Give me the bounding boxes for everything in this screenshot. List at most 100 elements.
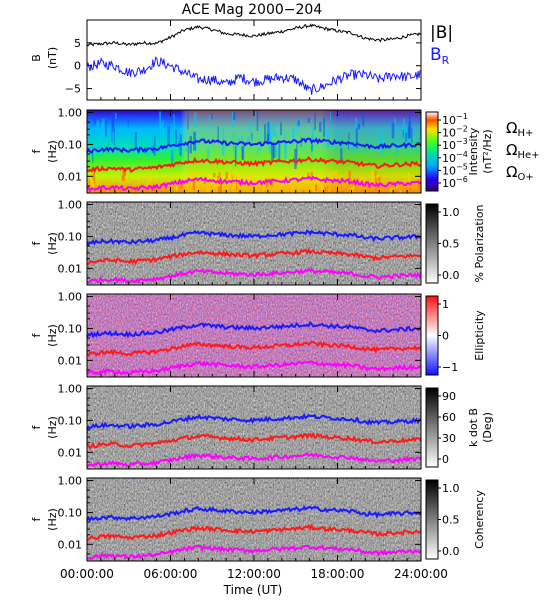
colorbar-tick-label: 1 bbox=[442, 298, 449, 311]
panel-kdotb-image bbox=[87, 386, 421, 469]
omega-o-sub: O+ bbox=[517, 172, 533, 183]
intensity-streak bbox=[274, 148, 278, 158]
intensity-streak bbox=[410, 127, 413, 143]
intensity-streak bbox=[153, 136, 156, 156]
intensity-speck bbox=[265, 179, 269, 187]
panel-ellipticity-image bbox=[87, 294, 421, 377]
colorbar-tick-label: 10−5 bbox=[442, 162, 468, 177]
chart-title: ACE Mag 2000−204 bbox=[182, 2, 323, 18]
gyrofrequency-labels: ΩH+ ΩHe+ ΩO+ bbox=[506, 119, 540, 183]
panel-ylabel-unit: (Hz) bbox=[46, 232, 59, 255]
intensity-speck bbox=[326, 186, 329, 193]
colorbar-tick-label: 0 bbox=[442, 330, 449, 343]
intensity-speck bbox=[219, 180, 223, 193]
intensity-streak bbox=[272, 123, 275, 137]
intensity-streak bbox=[246, 137, 250, 143]
colorbar-tick-label: 1.0 bbox=[442, 206, 460, 219]
intensity-streak bbox=[232, 111, 234, 128]
intensity-speck bbox=[232, 172, 234, 177]
intensity-speck bbox=[329, 171, 333, 179]
intensity-speck bbox=[256, 192, 259, 193]
intensity-speck bbox=[375, 171, 377, 184]
colorbar-kdotb bbox=[425, 387, 439, 468]
intensity-streak bbox=[284, 140, 287, 159]
intensity-streak bbox=[105, 121, 108, 137]
intensity-streak bbox=[173, 114, 175, 126]
panel-coherency: 1.00 0.10 0.01 f (Hz) 1.0 0.5 0.0 Coherency bbox=[30, 475, 486, 562]
intensity-speck bbox=[313, 185, 316, 193]
panel-polarization-image bbox=[87, 202, 421, 285]
intensity-streak bbox=[336, 113, 339, 119]
colorbar-tick-label: 0.5 bbox=[442, 514, 460, 527]
ytick-label: 0.01 bbox=[58, 538, 83, 551]
intensity-streak bbox=[217, 126, 219, 144]
intensity-streak bbox=[300, 119, 302, 124]
intensity-streak bbox=[312, 126, 314, 148]
intensity-streak bbox=[391, 123, 395, 139]
colorbar-title: Intensity bbox=[467, 127, 480, 175]
intensity-streak bbox=[96, 136, 100, 156]
gyro-line-hplus bbox=[87, 137, 421, 154]
intensity-speck bbox=[191, 171, 194, 178]
intensity-speck bbox=[370, 170, 374, 184]
colorbar-coherency bbox=[425, 479, 439, 560]
intensity-speck bbox=[301, 190, 305, 193]
intensity-streak bbox=[256, 110, 259, 131]
ytick-label: 0.10 bbox=[58, 414, 83, 427]
intensity-streak bbox=[211, 113, 213, 119]
intensity-streak bbox=[150, 131, 154, 148]
intensity-streak bbox=[355, 117, 357, 129]
intensity-speck bbox=[206, 187, 209, 193]
field-series-group bbox=[86, 23, 422, 96]
field-panel-frame bbox=[86, 19, 422, 101]
intensity-streak bbox=[134, 132, 137, 148]
intensity-streak bbox=[280, 122, 282, 136]
intensity-streak bbox=[340, 148, 343, 164]
xtick-label: 24:00:00 bbox=[394, 567, 448, 581]
colorbar-tick-label: 1.0 bbox=[442, 482, 460, 495]
intensity-speck bbox=[410, 185, 412, 191]
intensity-streak bbox=[402, 118, 405, 130]
panel-polarization: 1.00 0.10 0.01 f (Hz) 1.0 0.5 0.0 % Polarization bbox=[30, 199, 486, 286]
intensity-streak bbox=[92, 147, 94, 163]
legend-b-r-main: B bbox=[430, 45, 442, 65]
intensity-speck bbox=[311, 185, 313, 191]
intensity-speck bbox=[180, 182, 184, 190]
intensity-speck bbox=[327, 188, 330, 193]
xtick-label: 00:00:00 bbox=[60, 567, 114, 581]
intensity-speck bbox=[133, 186, 136, 193]
intensity-speck bbox=[149, 172, 151, 185]
intensity-streak bbox=[170, 142, 174, 164]
intensity-streak bbox=[111, 119, 114, 128]
intensity-streak bbox=[102, 118, 105, 141]
colorbar-tick-label: 10−6 bbox=[442, 175, 468, 190]
intensity-streak bbox=[346, 111, 349, 117]
xtick-label: 12:00:00 bbox=[227, 567, 281, 581]
gray-noise bbox=[87, 386, 421, 469]
intensity-speck bbox=[248, 174, 251, 184]
colorbar-polarization bbox=[425, 203, 439, 284]
intensity-speck bbox=[209, 181, 211, 192]
panel-ylabel-main: f bbox=[30, 240, 43, 245]
intensity-speck bbox=[203, 178, 207, 185]
gyro-line-hplus bbox=[87, 505, 421, 523]
intensity-streak bbox=[237, 138, 240, 143]
intensity-streak bbox=[241, 146, 245, 160]
intensity-speck bbox=[321, 177, 323, 190]
intensity-streak bbox=[96, 120, 99, 142]
intensity-streak bbox=[115, 112, 117, 120]
intensity-streak bbox=[174, 129, 177, 146]
intensity-streak bbox=[353, 145, 356, 152]
colorbar-intensity bbox=[425, 111, 439, 192]
ytick-label: 1.00 bbox=[58, 291, 83, 304]
field-y-ticks: 5 0 −5 bbox=[65, 37, 421, 96]
spectral-panels: 1.000.100.01f (Hz)10−110−210−310−410−510−… bbox=[30, 107, 494, 562]
intensity-speck bbox=[291, 185, 294, 193]
intensity-streak bbox=[348, 132, 350, 140]
intensity-streak bbox=[257, 146, 259, 155]
intensity-speck bbox=[191, 175, 194, 183]
panel-kdotb: 1.00 0.10 0.01 f (Hz) 90 60 30 0 k dot B (Deg) bbox=[30, 383, 494, 470]
xtick-label: 18:00:00 bbox=[311, 567, 365, 581]
gyro-line-heplus bbox=[87, 431, 421, 450]
intensity-speck bbox=[146, 176, 149, 187]
